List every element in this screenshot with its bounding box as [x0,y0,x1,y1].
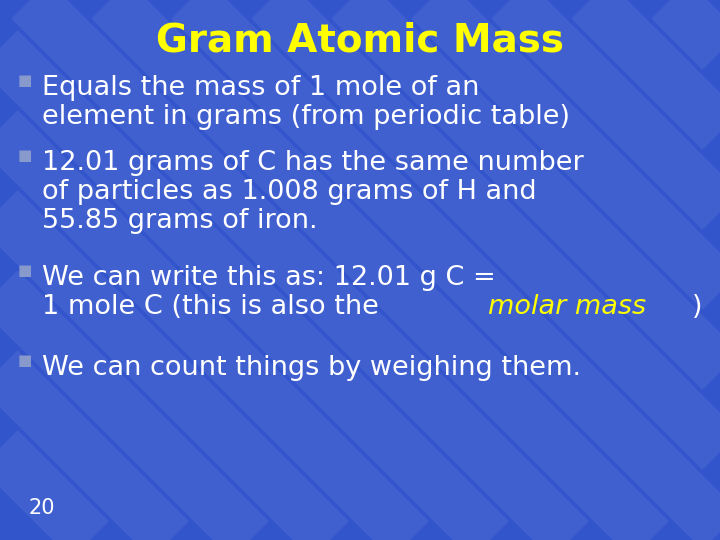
Text: element in grams (from periodic table): element in grams (from periodic table) [42,104,570,130]
Text: ■: ■ [18,148,32,163]
Text: ■: ■ [18,263,32,278]
Text: of particles as 1.008 grams of H and: of particles as 1.008 grams of H and [42,179,536,205]
Text: We can write this as: 12.01 g C =: We can write this as: 12.01 g C = [42,265,496,291]
Text: We can count things by weighing them.: We can count things by weighing them. [42,355,581,381]
Text: ■: ■ [18,73,32,88]
Text: 1 mole C (this is also the: 1 mole C (this is also the [42,294,387,320]
Text: ■: ■ [18,353,32,368]
Text: molar mass: molar mass [488,294,646,320]
Text: 20: 20 [28,498,55,518]
Text: Equals the mass of 1 mole of an: Equals the mass of 1 mole of an [42,75,480,101]
Text: ): ) [692,294,702,320]
Text: 55.85 grams of iron.: 55.85 grams of iron. [42,208,318,234]
Text: Gram Atomic Mass: Gram Atomic Mass [156,22,564,60]
Text: 12.01 grams of C has the same number: 12.01 grams of C has the same number [42,150,584,176]
